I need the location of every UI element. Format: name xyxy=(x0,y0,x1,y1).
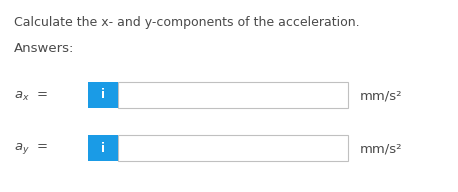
Text: $a_{y}$  =: $a_{y}$ = xyxy=(14,142,48,156)
Text: mm/s²: mm/s² xyxy=(360,142,403,156)
Text: Answers:: Answers: xyxy=(14,42,74,55)
Text: mm/s²: mm/s² xyxy=(360,89,403,103)
Text: i: i xyxy=(101,142,105,155)
Text: i: i xyxy=(101,89,105,102)
FancyBboxPatch shape xyxy=(118,82,348,108)
Text: $a_{x}$  =: $a_{x}$ = xyxy=(14,89,48,103)
FancyBboxPatch shape xyxy=(88,135,118,161)
FancyBboxPatch shape xyxy=(118,135,348,161)
Text: Calculate the x- and y-components of the acceleration.: Calculate the x- and y-components of the… xyxy=(14,16,360,29)
FancyBboxPatch shape xyxy=(88,82,118,108)
